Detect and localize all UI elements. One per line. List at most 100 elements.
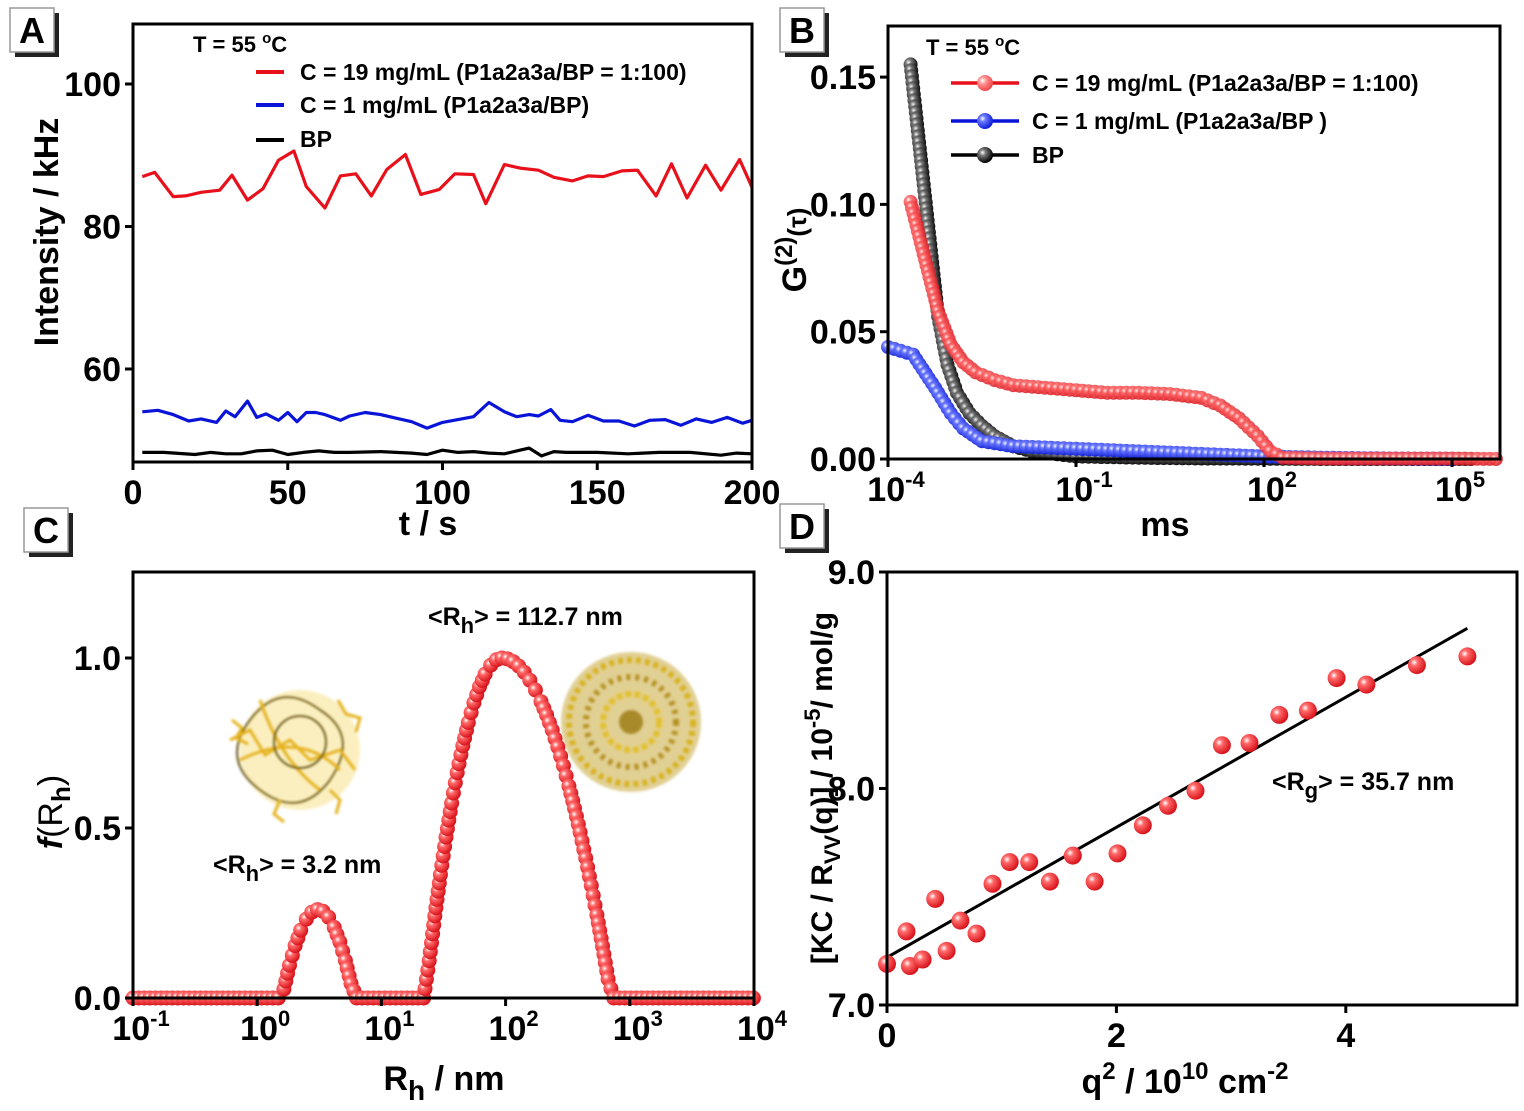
annotation-rg: <Rg> = 35.7 nm [1272, 768, 1454, 803]
panel-b-ytick-label: 0.10 [810, 186, 876, 224]
panel-a-legend: C = 19 mg/mL (P1a2a3a/BP = 1:100) C = 1 … [256, 59, 687, 152]
panel-c-ytick-label: 0.0 [74, 980, 121, 1018]
data-point-red [1327, 669, 1346, 688]
panel-a-xtick-label: 0 [124, 474, 143, 512]
panel-b-x-axis-label: ms [1140, 506, 1189, 544]
series-line-red [141, 149, 754, 210]
panel-a-letter: A [19, 10, 45, 51]
data-point-red [967, 924, 986, 943]
data-point-red [926, 889, 945, 908]
legend-marker-blue [977, 113, 993, 129]
panel-b-y-axis-label: G(2)(τ) [771, 208, 814, 293]
panel-a-xtick-label: 150 [569, 474, 626, 512]
panel-a-ytick-label: 100 [64, 66, 121, 104]
data-point-red [293, 922, 309, 938]
data-point-red [1040, 872, 1059, 891]
panel-label-d: D [779, 503, 829, 553]
panel-b-frame [886, 24, 1502, 461]
panel-d-x-axis-label: q2 / 1010 cm-2 [1082, 1058, 1289, 1101]
large-polymer-aggregate-image [561, 652, 701, 792]
panel-b-temperature: T = 55 oC [926, 33, 1020, 60]
legend-label-19mg: C = 19 mg/mL (P1a2a3a/BP = 1:100) [1032, 70, 1419, 96]
panel-a-chart: 60 80 100 0 50 100 150 200 T = 55 oC C = 19 mg/… [28, 22, 781, 543]
panel-d-xtick-label: 4 [1336, 1017, 1355, 1055]
legend-label-19mg: C = 19 mg/mL (P1a2a3a/BP = 1:100) [300, 59, 687, 85]
panel-c-xtick-label: 103 [613, 1006, 663, 1048]
data-point-red [1159, 796, 1177, 815]
data-point-red [1186, 781, 1205, 800]
panel-d-y-axis-label: [KC / RVV(q)] / 10-5/ mol/g [800, 612, 845, 964]
data-point-red [913, 950, 932, 969]
data-point-red [1063, 846, 1082, 865]
panel-a-frame [131, 22, 754, 464]
panel-b-ytick-label: 0.00 [810, 441, 876, 479]
panel-label-c: C [23, 507, 73, 557]
panel-a-x-axis-label: t / s [399, 505, 458, 543]
data-point-red [1133, 816, 1152, 835]
panel-b-legend: C = 19 mg/mL (P1a2a3a/BP = 1:100) C = 1 … [951, 70, 1419, 168]
panel-d-ytick-label: 7.0 [828, 987, 875, 1025]
panel-d-letter: D [789, 506, 815, 547]
legend-label-bp: BP [1032, 142, 1064, 168]
panel-b-xtick-label: 105 [1435, 467, 1485, 509]
panel-a-ytick-label: 60 [83, 351, 121, 389]
series-line-red [909, 201, 1496, 461]
legend-marker-black [977, 147, 993, 163]
panel-c-x-axis-label: Rh / nm [383, 1060, 504, 1106]
panel-a-xtick-label: 200 [724, 474, 781, 512]
data-point-red [527, 682, 543, 698]
panel-d-ytick-label: 8.0 [828, 771, 875, 809]
data-point-red [1000, 853, 1019, 872]
panel-c-frame [131, 570, 756, 1000]
data-point-red [1270, 705, 1289, 724]
data-point-red [1020, 853, 1039, 872]
panel-d-xtick-label: 0 [878, 1017, 897, 1055]
panel-b-xtick-label: 10-4 [867, 467, 925, 509]
data-point-red [1212, 736, 1231, 755]
panel-a-ytick-label: 80 [83, 209, 121, 247]
annotation-rh-small: <Rh> = 3.2 nm [213, 851, 381, 886]
data-point-red [951, 911, 970, 930]
data-point-red [983, 874, 1002, 893]
data-point-red [1240, 734, 1259, 752]
data-point-red [1108, 844, 1127, 863]
panel-d-xtick-label: 2 [1107, 1017, 1126, 1055]
panel-label-a: A [9, 7, 59, 57]
panel-b-letter: B [789, 10, 815, 51]
data-point-red [1357, 675, 1376, 694]
panel-b-ytick-label: 0.15 [810, 59, 876, 97]
panel-b-ytick-label: 0.05 [810, 314, 876, 352]
panel-label-b: B [779, 7, 829, 57]
panel-d-chart: 7.0 8.0 9.0 0 2 4 <Rg> = 35.7 nm q2 / 1010 cm… [800, 554, 1519, 1101]
data-point-red [1298, 701, 1317, 720]
panel-a-xtick-label: 50 [269, 474, 307, 512]
small-polymer-cluster-image [229, 690, 362, 824]
panel-b-xtick-label: 10-1 [1055, 467, 1112, 509]
panel-c-xtick-label: 10-1 [112, 1006, 169, 1048]
data-point-red [1458, 647, 1477, 666]
panel-c-y-axis-label: f(Rh) [32, 775, 76, 849]
data-point-red [1085, 872, 1104, 891]
panel-a-xtick-label: 100 [414, 474, 471, 512]
panel-c-ytick-label: 1.0 [74, 640, 121, 678]
legend-label-bp: BP [300, 126, 332, 152]
panel-a-temperature: T = 55 oC [193, 30, 287, 57]
data-point-red [937, 941, 956, 960]
panel-c-xtick-label: 102 [489, 1006, 539, 1048]
series-line-black [142, 446, 753, 458]
annotation-rh-large: <Rh> = 112.7 nm [428, 603, 623, 638]
panel-c-letter: C [33, 510, 59, 551]
panel-a-y-axis-label: Intensity / kHz [28, 118, 66, 347]
legend-label-1mg: C = 1 mg/mL (P1a2a3a/BP) [300, 92, 589, 118]
panel-c-xtick-label: 100 [240, 1006, 290, 1048]
legend-marker-red [977, 75, 993, 91]
panel-c-xtick-label: 104 [737, 1006, 788, 1048]
series-line-blue [142, 399, 753, 430]
panel-c-ytick-label: 0.5 [74, 810, 121, 848]
data-point-red [1407, 656, 1426, 675]
panel-c-xtick-label: 101 [364, 1006, 414, 1048]
panel-c-chart: 0.0 0.5 1.0 10-1 100 101 102 103 104 <Rh> = 3.2 … [32, 570, 788, 1106]
panel-d-ytick-label: 9.0 [828, 554, 875, 592]
legend-label-1mg: C = 1 mg/mL (P1a2a3a/BP ) [1032, 108, 1327, 134]
